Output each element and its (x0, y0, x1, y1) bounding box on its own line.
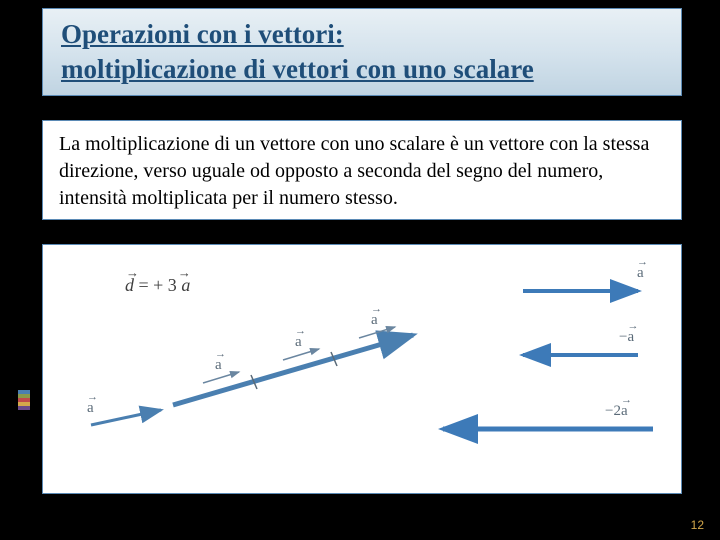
label-neg-a: −→a (619, 329, 634, 346)
label-neg-2a: −2→a (605, 403, 628, 420)
label-a-seg2: →a (295, 334, 302, 351)
diagram-box: →d = + 3 →a (42, 244, 682, 494)
label-a-seg3: →a (371, 312, 378, 329)
left-color-stripes (18, 390, 30, 410)
body-text-box: La moltiplicazione di un vettore con uno… (42, 120, 682, 220)
label-a-base: →a (87, 400, 94, 417)
left-accent-block (18, 42, 42, 68)
label-a-seg1: →a (215, 357, 222, 374)
base-vector-a (91, 410, 161, 425)
title-box: Operazioni con i vettori: moltiplicazion… (42, 8, 682, 96)
body-paragraph: La moltiplicazione di un vettore con uno… (59, 131, 665, 212)
vector-diagram-svg (43, 245, 683, 495)
slide-title: Operazioni con i vettori: moltiplicazion… (61, 17, 663, 87)
title-line2: moltiplicazione di vettori con uno scala… (61, 54, 534, 84)
page-number: 12 (691, 518, 704, 532)
vector-3a-line (173, 335, 413, 405)
title-line1: Operazioni con i vettori: (61, 19, 344, 49)
label-a-right: →a (637, 265, 644, 282)
